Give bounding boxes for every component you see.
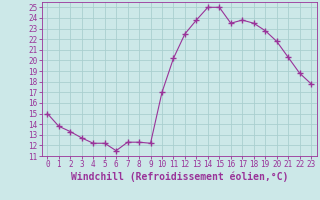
X-axis label: Windchill (Refroidissement éolien,°C): Windchill (Refroidissement éolien,°C) (70, 172, 288, 182)
